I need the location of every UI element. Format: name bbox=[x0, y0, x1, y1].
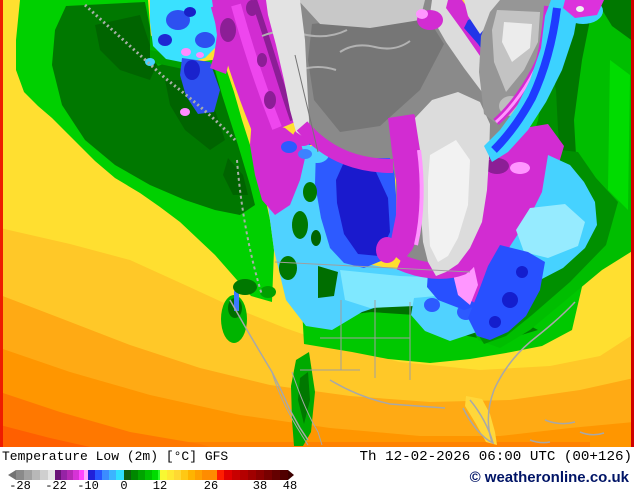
svg-text:-22: -22 bbox=[45, 479, 67, 490]
svg-text:-10: -10 bbox=[77, 479, 99, 490]
svg-text:12: 12 bbox=[153, 479, 167, 490]
svg-text:38: 38 bbox=[253, 479, 267, 490]
svg-text:-28: -28 bbox=[9, 479, 31, 490]
svg-text:26: 26 bbox=[204, 479, 218, 490]
svg-text:48: 48 bbox=[283, 479, 297, 490]
svg-text:0: 0 bbox=[120, 479, 127, 490]
